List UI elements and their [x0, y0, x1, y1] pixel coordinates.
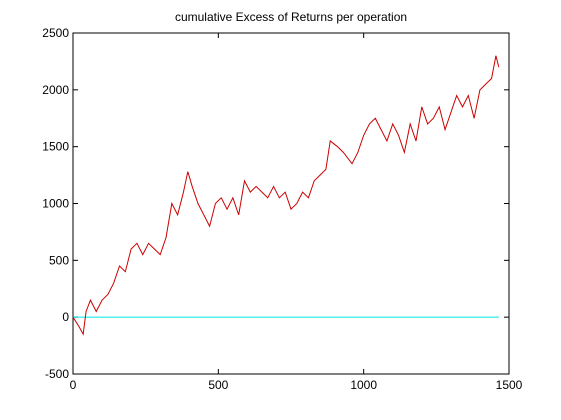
x-tick-label: 500 [208, 378, 228, 392]
x-tick-label: 1500 [496, 378, 523, 392]
y-tick-label: -500 [45, 367, 69, 381]
y-tick-label: 500 [49, 253, 69, 267]
y-tick-label: 2500 [42, 26, 69, 40]
y-tick-label: 0 [62, 310, 69, 324]
x-tick-label: 0 [70, 378, 77, 392]
y-tick-label: 2000 [42, 83, 69, 97]
data-line [72, 55, 500, 336]
y-tick-label: 1000 [42, 197, 69, 211]
x-tick-label: 1000 [350, 378, 377, 392]
plot-frame [72, 32, 510, 375]
y-tick-label: 1500 [42, 140, 69, 154]
chart-title: cumulative Excess of Returns per operati… [175, 10, 407, 24]
